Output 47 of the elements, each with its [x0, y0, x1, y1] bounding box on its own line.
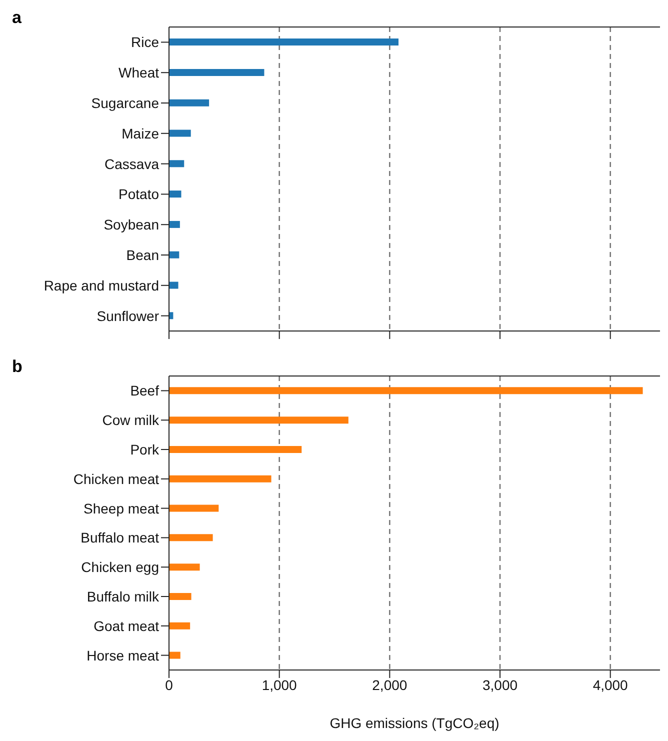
y-tick-label: Buffalo milk: [86, 588, 160, 604]
x-tick-label: 2,000: [372, 676, 408, 693]
y-tick-label: Beef: [130, 382, 160, 399]
bar: [169, 130, 191, 137]
bar: [169, 190, 182, 198]
y-tick-label: Soybean: [104, 216, 159, 233]
bar: [169, 534, 213, 542]
x-axis-title: GHG emissions (TgCO₂eq): [330, 715, 500, 731]
bar: [169, 416, 348, 424]
bar: [169, 446, 302, 453]
bar: [169, 220, 180, 228]
text: b: [12, 357, 22, 377]
bar: [169, 504, 219, 512]
y-tick-label: Chicken meat: [73, 470, 160, 487]
bar: [169, 475, 272, 482]
bar: [169, 68, 264, 76]
bar: [169, 282, 178, 289]
bar: [169, 38, 398, 46]
bar: [169, 160, 184, 168]
text: a: [12, 8, 22, 28]
y-tick-label: Wheat: [118, 64, 160, 81]
y-tick-label: Maize: [122, 125, 160, 142]
y-tick-label: Rape and mustard: [44, 277, 159, 294]
x-tick-label: 0: [165, 676, 174, 693]
y-tick-label: Chicken egg: [81, 559, 159, 576]
y-tick-label: Bean: [126, 246, 159, 263]
y-tick-label: Sheep meat: [84, 500, 160, 516]
y-tick-label: Potato: [118, 186, 160, 202]
x-tick-label: 3,000: [482, 676, 518, 693]
y-tick-label: Pork: [130, 441, 160, 458]
bar: [169, 564, 200, 571]
bar: [169, 652, 180, 659]
bar: [169, 99, 210, 106]
x-tick-label: 4,000: [592, 676, 628, 693]
bar: [169, 592, 192, 600]
y-tick-label: Cow milk: [102, 412, 160, 428]
bar: [169, 251, 180, 258]
y-tick-label: Goat meat: [94, 618, 160, 634]
y-tick-label: Sunflower: [96, 308, 160, 324]
y-tick-label: Buffalo meat: [80, 530, 160, 546]
x-tick-label: 1,000: [262, 676, 298, 693]
y-tick-label: Sugarcane: [91, 94, 160, 111]
y-tick-label: Horse meat: [86, 647, 160, 664]
bar: [169, 387, 643, 394]
y-tick-label: Rice: [130, 34, 160, 50]
y-tick-label: Cassava: [104, 156, 160, 172]
bar: [169, 622, 190, 630]
